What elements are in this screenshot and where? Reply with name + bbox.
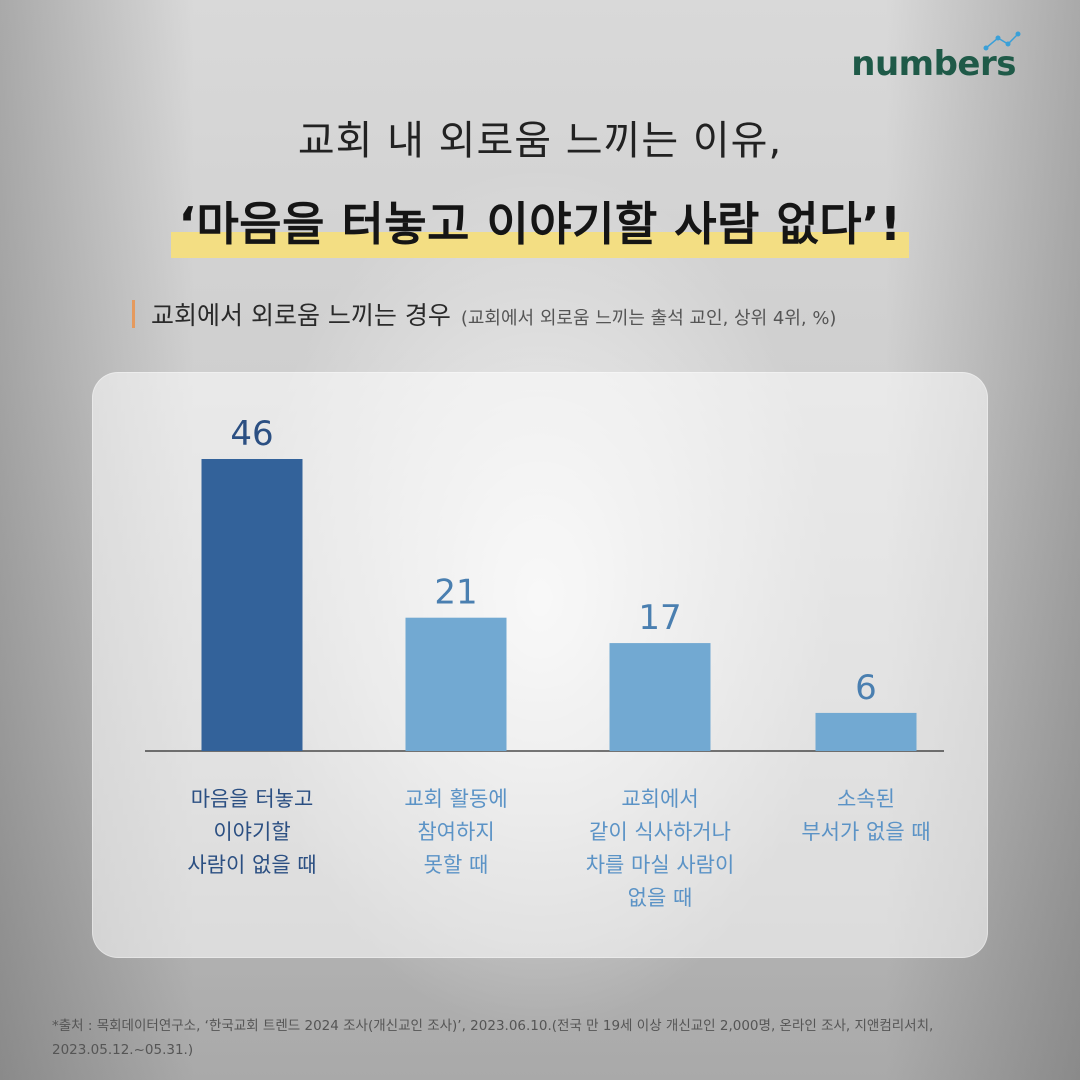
title-block: 교회 내 외로움 느끼는 이유, ‘마음을 터놓고 이야기할 사람 없다’! bbox=[0, 108, 1080, 258]
logo-dots-icon bbox=[983, 31, 1021, 51]
bar-chart: 46 21 17 6 bbox=[145, 414, 944, 752]
title-line-2: ‘마음을 터놓고 이야기할 사람 없다’! bbox=[178, 197, 902, 251]
title-line-2-wrap: ‘마음을 터놓고 이야기할 사람 없다’! bbox=[170, 188, 910, 258]
chart-card: 46 21 17 6 마음을 터놓고 이야기할 사람이 없을 때 교회 활동에 참여하지… bbox=[92, 372, 988, 958]
bar-value-label-3: 17 bbox=[638, 598, 681, 638]
title-line-1: 교회 내 외로움 느끼는 이유, bbox=[297, 118, 783, 164]
category-label-2: 교회 활동에 참여하지 못할 때 bbox=[404, 787, 508, 877]
bar-value-label-1: 46 bbox=[230, 414, 273, 454]
category-label-4: 소속된 부서가 없을 때 bbox=[801, 787, 931, 844]
category-label-1: 마음을 터놓고 이야기할 사람이 없을 때 bbox=[187, 787, 317, 877]
numbers-logo: numbers bbox=[851, 31, 1021, 84]
bar-2 bbox=[405, 617, 507, 751]
title-highlight bbox=[170, 232, 910, 258]
source-footnote: *출처 : 목회데이터연구소, ‘한국교회 트렌드 2024 조사(개신교인 조… bbox=[52, 1018, 934, 1058]
chart-subtitle: 교회에서 외로움 느끼는 경우 (교회에서 외로움 느끼는 출석 교인, 상위 … bbox=[132, 296, 836, 332]
subtitle-accent-bar bbox=[132, 300, 135, 328]
bar-value-label-2: 21 bbox=[434, 573, 477, 613]
subtitle-main: 교회에서 외로움 느끼는 경우 bbox=[151, 301, 451, 330]
logo-text: numbers bbox=[851, 44, 1016, 84]
bar-3 bbox=[609, 643, 711, 751]
bar-value-label-4: 6 bbox=[855, 668, 877, 708]
bar-1 bbox=[201, 459, 303, 751]
bar-4 bbox=[815, 712, 917, 751]
category-label-3: 교회에서 같이 식사하거나 차를 마실 사람이 없을 때 bbox=[585, 787, 735, 910]
subtitle-note: (교회에서 외로움 느끼는 출석 교인, 상위 4위, %) bbox=[460, 308, 837, 329]
